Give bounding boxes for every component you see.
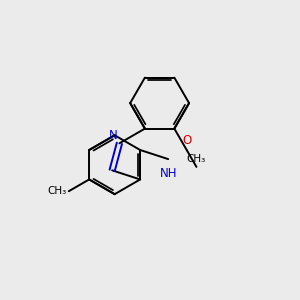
Text: N: N — [109, 129, 118, 142]
Text: O: O — [182, 134, 191, 147]
Text: CH₃: CH₃ — [187, 154, 206, 164]
Text: NH: NH — [159, 167, 177, 180]
Text: CH₃: CH₃ — [47, 186, 66, 196]
